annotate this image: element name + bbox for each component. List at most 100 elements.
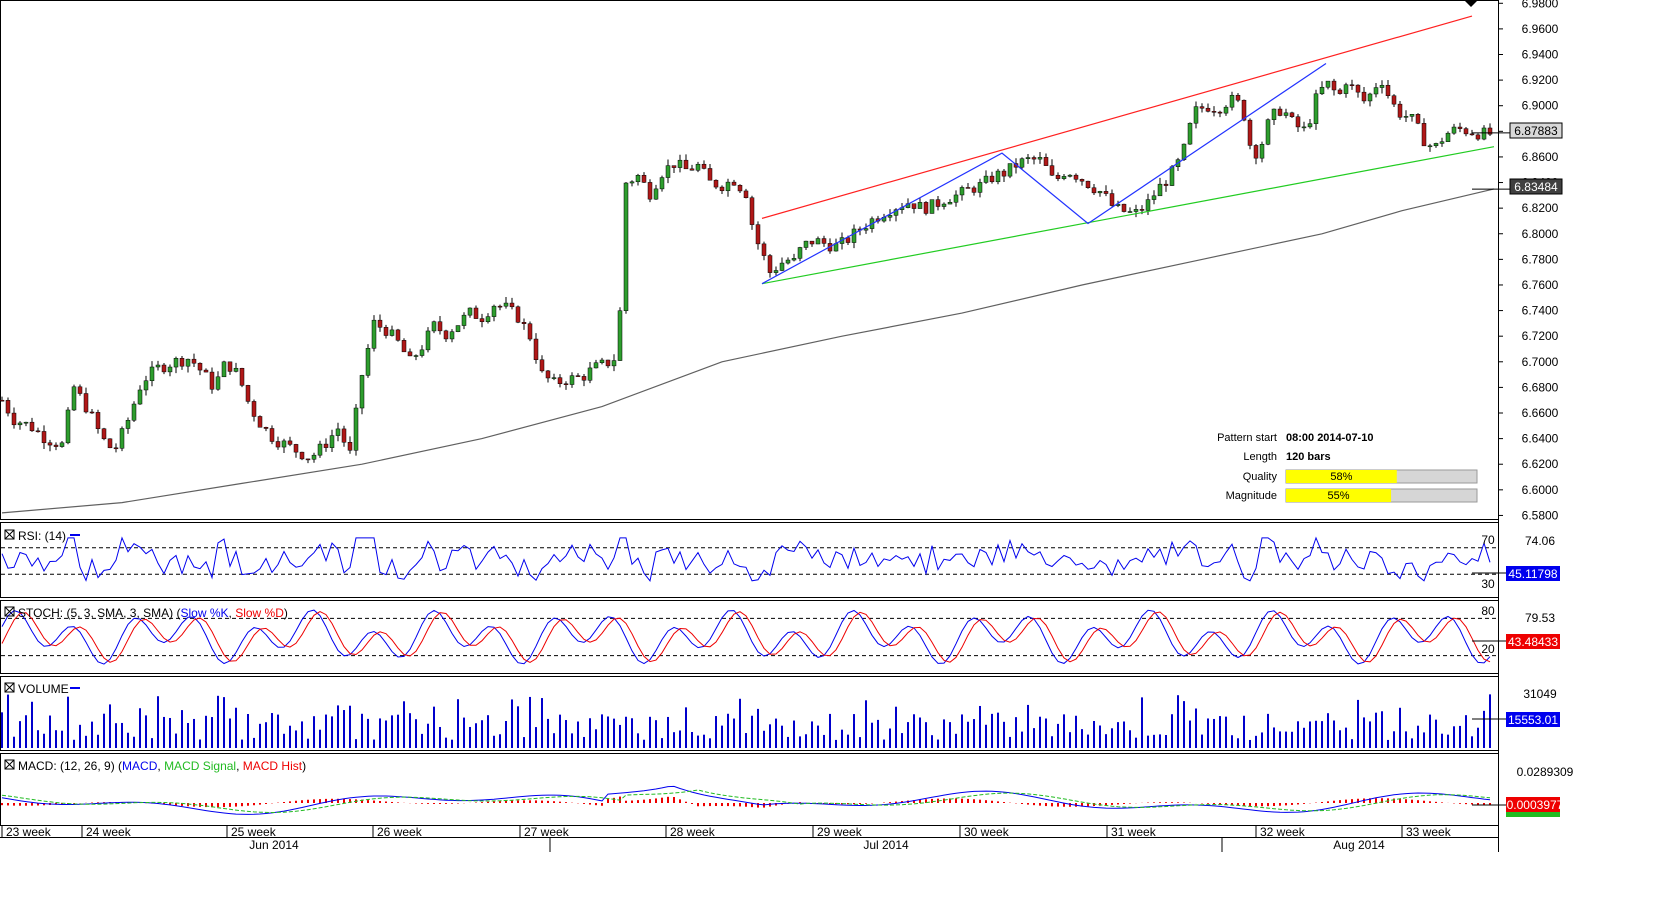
volume-title: VOLUME bbox=[4, 682, 80, 696]
panel-frames bbox=[0, 0, 1499, 852]
macd-close-icon-cross bbox=[4, 759, 15, 770]
rsi-close-icon[interactable] bbox=[4, 529, 15, 540]
candle-body bbox=[1433, 143, 1439, 147]
zigzag-line bbox=[761, 63, 1327, 285]
macd-close-icon[interactable] bbox=[4, 759, 15, 770]
candle-body bbox=[227, 361, 233, 372]
rsi-level-70: 70 bbox=[1481, 533, 1495, 547]
quality-label: Quality bbox=[1243, 471, 1278, 483]
candle-body bbox=[245, 385, 251, 402]
candle-body bbox=[965, 187, 971, 189]
candle-body bbox=[1331, 80, 1337, 91]
candle-body bbox=[1469, 133, 1475, 136]
candle-body bbox=[821, 238, 827, 244]
stoch-close-icon-cross bbox=[4, 606, 15, 617]
candle-body bbox=[401, 340, 407, 353]
candle-body bbox=[107, 438, 113, 449]
stoch-panel bbox=[1, 609, 1506, 665]
x-axis: 23 week 24 week 25 week 26 week 27 week 28 we… bbox=[0, 825, 1498, 852]
stoch-close-icon[interactable] bbox=[4, 606, 15, 617]
macd-title-prefix: MACD: (12, 26, 9) bbox=[18, 759, 115, 773]
candle-body bbox=[509, 302, 515, 308]
candle-body bbox=[371, 319, 377, 349]
week-label: 30 week bbox=[964, 825, 1010, 839]
candle-body bbox=[521, 322, 527, 324]
candle-body bbox=[149, 366, 155, 381]
pattern-start-label: Pattern start bbox=[1217, 432, 1277, 444]
candle-body bbox=[191, 358, 197, 364]
candle-body bbox=[863, 228, 869, 231]
candle-body bbox=[1481, 127, 1487, 140]
candle-body bbox=[1271, 108, 1277, 120]
candle-body bbox=[605, 359, 611, 367]
candle-body bbox=[1073, 174, 1079, 180]
candle-body bbox=[1415, 114, 1421, 124]
candle-body bbox=[1397, 103, 1403, 118]
macd-title-text: MACD: (12, 26, 9) (MACD, MACD Signal, MA… bbox=[18, 759, 306, 773]
month-label: Aug 2014 bbox=[1333, 838, 1385, 852]
candle-body bbox=[389, 329, 395, 336]
candle-body bbox=[1013, 163, 1019, 168]
candle-body bbox=[557, 377, 563, 384]
candle-body bbox=[533, 338, 539, 361]
channel-lower-line bbox=[761, 146, 1495, 285]
week-label: 29 week bbox=[817, 825, 863, 839]
candle-body bbox=[647, 182, 653, 200]
macd-panel bbox=[1, 785, 1506, 815]
candle-body bbox=[161, 364, 167, 373]
candle-body bbox=[47, 442, 53, 446]
volume-close-icon[interactable] bbox=[4, 682, 15, 693]
candle-body bbox=[419, 349, 425, 356]
candle-body bbox=[377, 319, 383, 328]
candle-body bbox=[623, 182, 629, 311]
candle-body bbox=[311, 454, 317, 460]
candle-body bbox=[437, 321, 443, 332]
moving-average-line bbox=[1, 188, 1495, 514]
candle-body bbox=[845, 237, 851, 243]
candle-body bbox=[1205, 107, 1211, 112]
pattern-info-box: Pattern start 08:00 2014-07-10 Length 12… bbox=[1217, 432, 1478, 503]
candle-body bbox=[719, 186, 725, 192]
macd-signal-marker bbox=[1506, 812, 1560, 817]
candle-body bbox=[305, 458, 311, 461]
rsi-panel bbox=[1, 536, 1506, 582]
candle-body bbox=[101, 428, 107, 440]
candle-body bbox=[1463, 128, 1469, 135]
candle-body bbox=[671, 165, 677, 168]
candle-body bbox=[497, 305, 503, 308]
candle-body bbox=[1295, 116, 1301, 128]
candle-body bbox=[1421, 123, 1427, 147]
candle-body bbox=[455, 325, 461, 332]
rsi-title: RSI: (14) bbox=[4, 529, 80, 543]
rsi-current-value: 45.11798 bbox=[1508, 567, 1557, 581]
candle-body bbox=[131, 403, 137, 421]
candle-body bbox=[1097, 191, 1103, 194]
stoch-title: STOCH: (5, 3, SMA, 3, SMA) (Slow %K, Slo… bbox=[4, 606, 288, 620]
candle-body bbox=[1169, 166, 1175, 186]
candle-body bbox=[359, 375, 365, 409]
candle-body bbox=[527, 323, 533, 340]
volume-current-value: 15553.01 bbox=[1508, 713, 1558, 727]
candle-body bbox=[209, 371, 215, 390]
volume-title-text: VOLUME bbox=[18, 682, 69, 696]
magnitude-label: Magnitude bbox=[1226, 490, 1277, 502]
ma-value-box: 6.83484 bbox=[1509, 178, 1563, 195]
candle-body bbox=[365, 348, 371, 376]
candle-body bbox=[35, 430, 41, 433]
candle-body bbox=[977, 182, 983, 193]
candle-body bbox=[1439, 141, 1445, 144]
week-label: 25 week bbox=[231, 825, 277, 839]
stoch-title-text: STOCH: (5, 3, SMA, 3, SMA) (Slow %K, Slo… bbox=[18, 606, 288, 620]
candle-body bbox=[1487, 127, 1493, 135]
candle-body bbox=[179, 358, 185, 367]
candle-body bbox=[1139, 209, 1145, 211]
panel-frame bbox=[0, 522, 1499, 598]
price-panel: 6.98006.96006.94006.92006.90006.88006.86… bbox=[0, 0, 1559, 522]
candle-body bbox=[953, 194, 959, 203]
length-label: Length bbox=[1243, 451, 1277, 463]
candle-body bbox=[137, 389, 143, 405]
candle-body bbox=[995, 170, 1001, 183]
candle-body bbox=[473, 307, 479, 319]
volume-close-icon-cross bbox=[4, 682, 15, 693]
